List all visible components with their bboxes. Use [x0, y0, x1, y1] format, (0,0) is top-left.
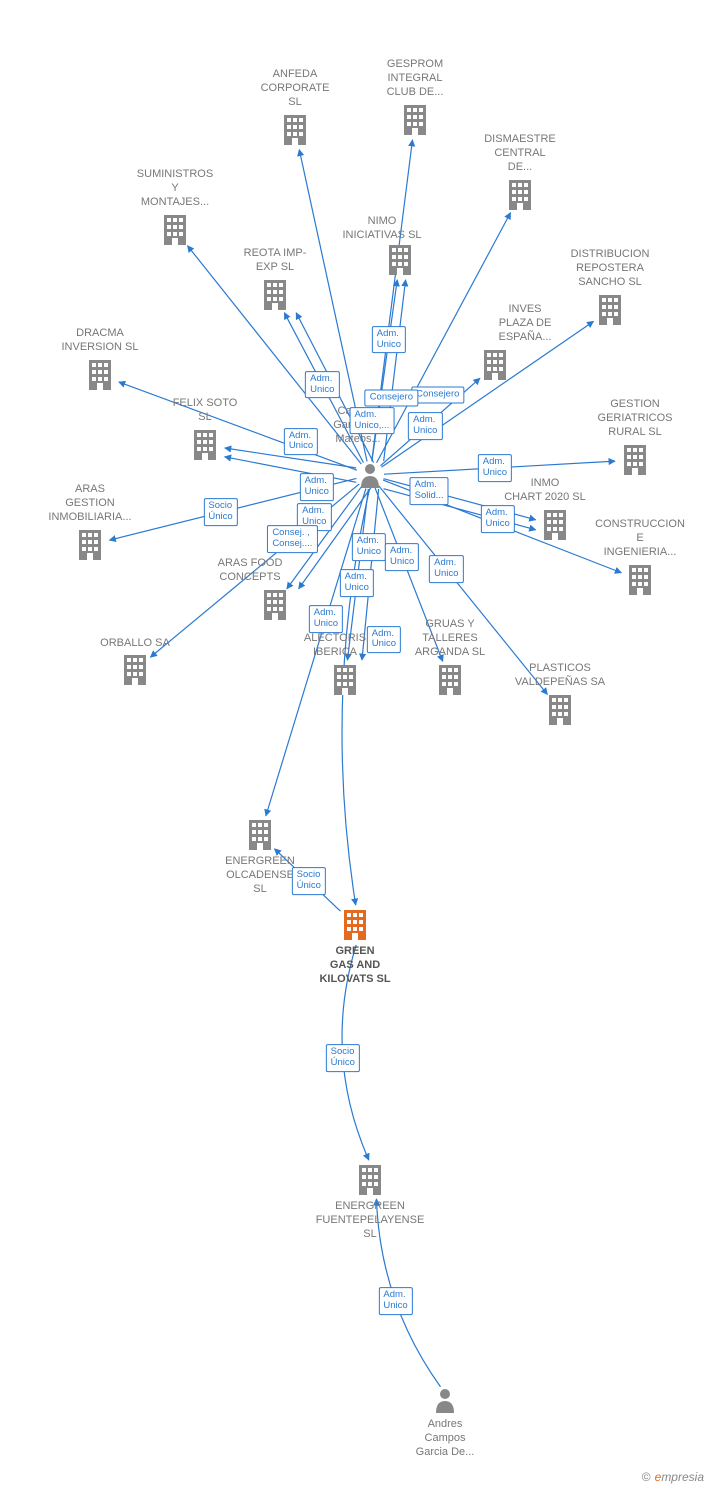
building-icon[interactable] [341, 908, 369, 942]
building-icon[interactable] [401, 103, 429, 137]
edge [150, 484, 359, 657]
edge [225, 448, 356, 468]
building-icon[interactable] [596, 293, 624, 327]
person-icon[interactable] [359, 462, 381, 488]
copyright-label: ©empresia [642, 1470, 704, 1484]
building-icon[interactable] [86, 358, 114, 392]
edge [383, 480, 621, 573]
building-icon[interactable] [356, 1163, 384, 1197]
building-icon[interactable] [436, 663, 464, 697]
building-icon[interactable] [626, 563, 654, 597]
building-icon[interactable] [281, 113, 309, 147]
building-icon[interactable] [481, 348, 509, 382]
copyright-symbol: © [642, 1470, 651, 1484]
building-icon[interactable] [246, 818, 274, 852]
building-icon[interactable] [191, 428, 219, 462]
edge [299, 486, 372, 588]
building-icon[interactable] [261, 588, 289, 622]
building-icon[interactable] [161, 213, 189, 247]
edge [275, 849, 341, 911]
building-icon[interactable] [621, 443, 649, 477]
network-canvas [0, 0, 728, 1500]
building-icon[interactable] [331, 663, 359, 697]
building-icon[interactable] [386, 243, 414, 277]
building-icon[interactable] [506, 178, 534, 212]
edge [372, 140, 413, 461]
copyright-rest: mpresia [661, 1470, 704, 1484]
edge [119, 382, 357, 470]
edge [299, 150, 367, 462]
edge [109, 478, 356, 540]
edge [296, 313, 373, 463]
building-icon[interactable] [541, 508, 569, 542]
edge [372, 280, 397, 461]
edge [376, 1199, 440, 1387]
edge [342, 945, 369, 1160]
edge [381, 378, 480, 466]
building-icon[interactable] [261, 278, 289, 312]
building-icon[interactable] [546, 693, 574, 727]
person-icon[interactable] [434, 1387, 456, 1413]
edge [266, 488, 366, 815]
edge [375, 488, 443, 661]
edge [384, 479, 536, 520]
edge [225, 457, 357, 483]
edge [384, 280, 406, 461]
building-icon[interactable] [121, 653, 149, 687]
building-icon[interactable] [76, 528, 104, 562]
edge [384, 461, 615, 474]
